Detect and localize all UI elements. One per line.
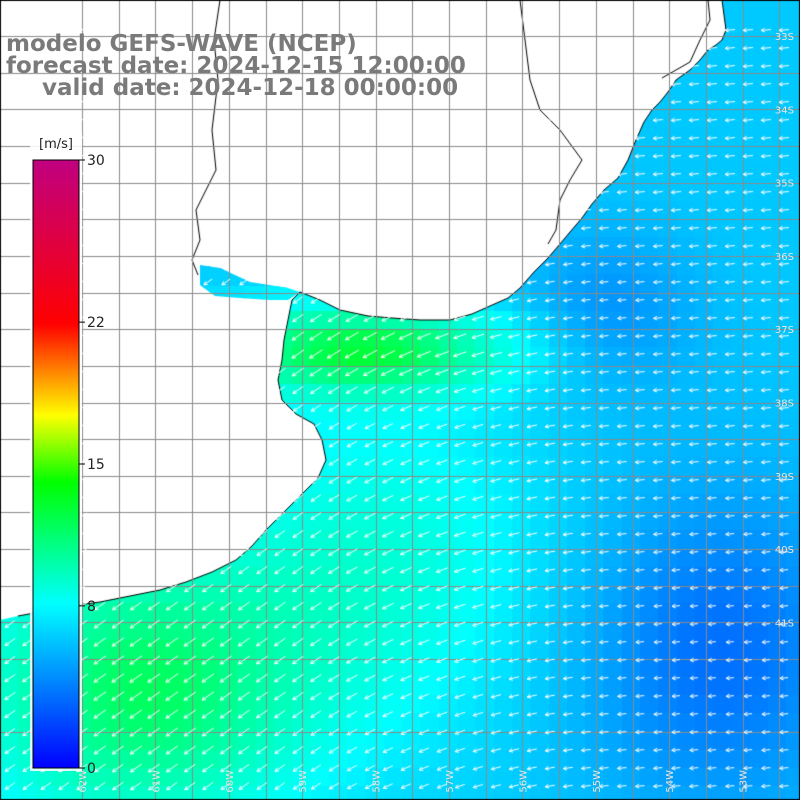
colorbar: [m/s] 30 22 15 8 0 <box>30 132 105 777</box>
title-forecast-date: forecast date: 2024-12-15 12:00:00 <box>6 53 466 79</box>
title-valid-date: valid date: 2024-12-18 00:00:00 <box>42 75 458 101</box>
colorbar-tick-label: 15 <box>87 457 105 473</box>
colorbar-tick-label: 30 <box>87 153 105 169</box>
lon-label: 60W <box>225 770 236 793</box>
lon-label: 59W <box>298 770 309 793</box>
longitude-labels: 62W 61W 60W 59W 58W 57W 56W 55W 54W 53W <box>78 770 750 793</box>
lat-label: 36S <box>775 252 794 263</box>
lat-label: 37S <box>775 325 794 336</box>
lon-label: 57W <box>445 770 456 793</box>
colorbar-tick-label: 22 <box>87 315 105 331</box>
lat-label: 35S <box>775 179 794 190</box>
lat-label: 33S <box>775 32 794 43</box>
lon-label: 61W <box>151 770 162 793</box>
lon-label: 53W <box>739 770 750 793</box>
lat-label: 41S <box>775 618 794 629</box>
lon-label: 58W <box>372 770 383 793</box>
lat-label: 34S <box>775 105 794 116</box>
lon-label: 62W <box>78 770 89 793</box>
colorbar-tick-label: 8 <box>87 599 96 615</box>
lon-label: 54W <box>665 770 676 793</box>
lat-label: 39S <box>775 472 794 483</box>
title-model: modelo GEFS-WAVE (NCEP) <box>6 31 357 57</box>
lon-label: 56W <box>518 770 529 793</box>
colorbar-unit: [m/s] <box>39 137 73 152</box>
colorbar-tick-label: 0 <box>87 761 96 777</box>
lon-label: 55W <box>592 770 603 793</box>
latitude-labels: 33S 34S 35S 36S 37S 38S 39S 40S 41S <box>775 32 794 629</box>
map-title: modelo GEFS-WAVE (NCEP) forecast date: 2… <box>6 31 466 101</box>
lat-label: 40S <box>775 545 794 556</box>
lat-label: 38S <box>775 399 794 410</box>
colorbar-ticks: 30 22 15 8 0 <box>79 153 105 777</box>
colorbar-gradient <box>32 159 80 769</box>
